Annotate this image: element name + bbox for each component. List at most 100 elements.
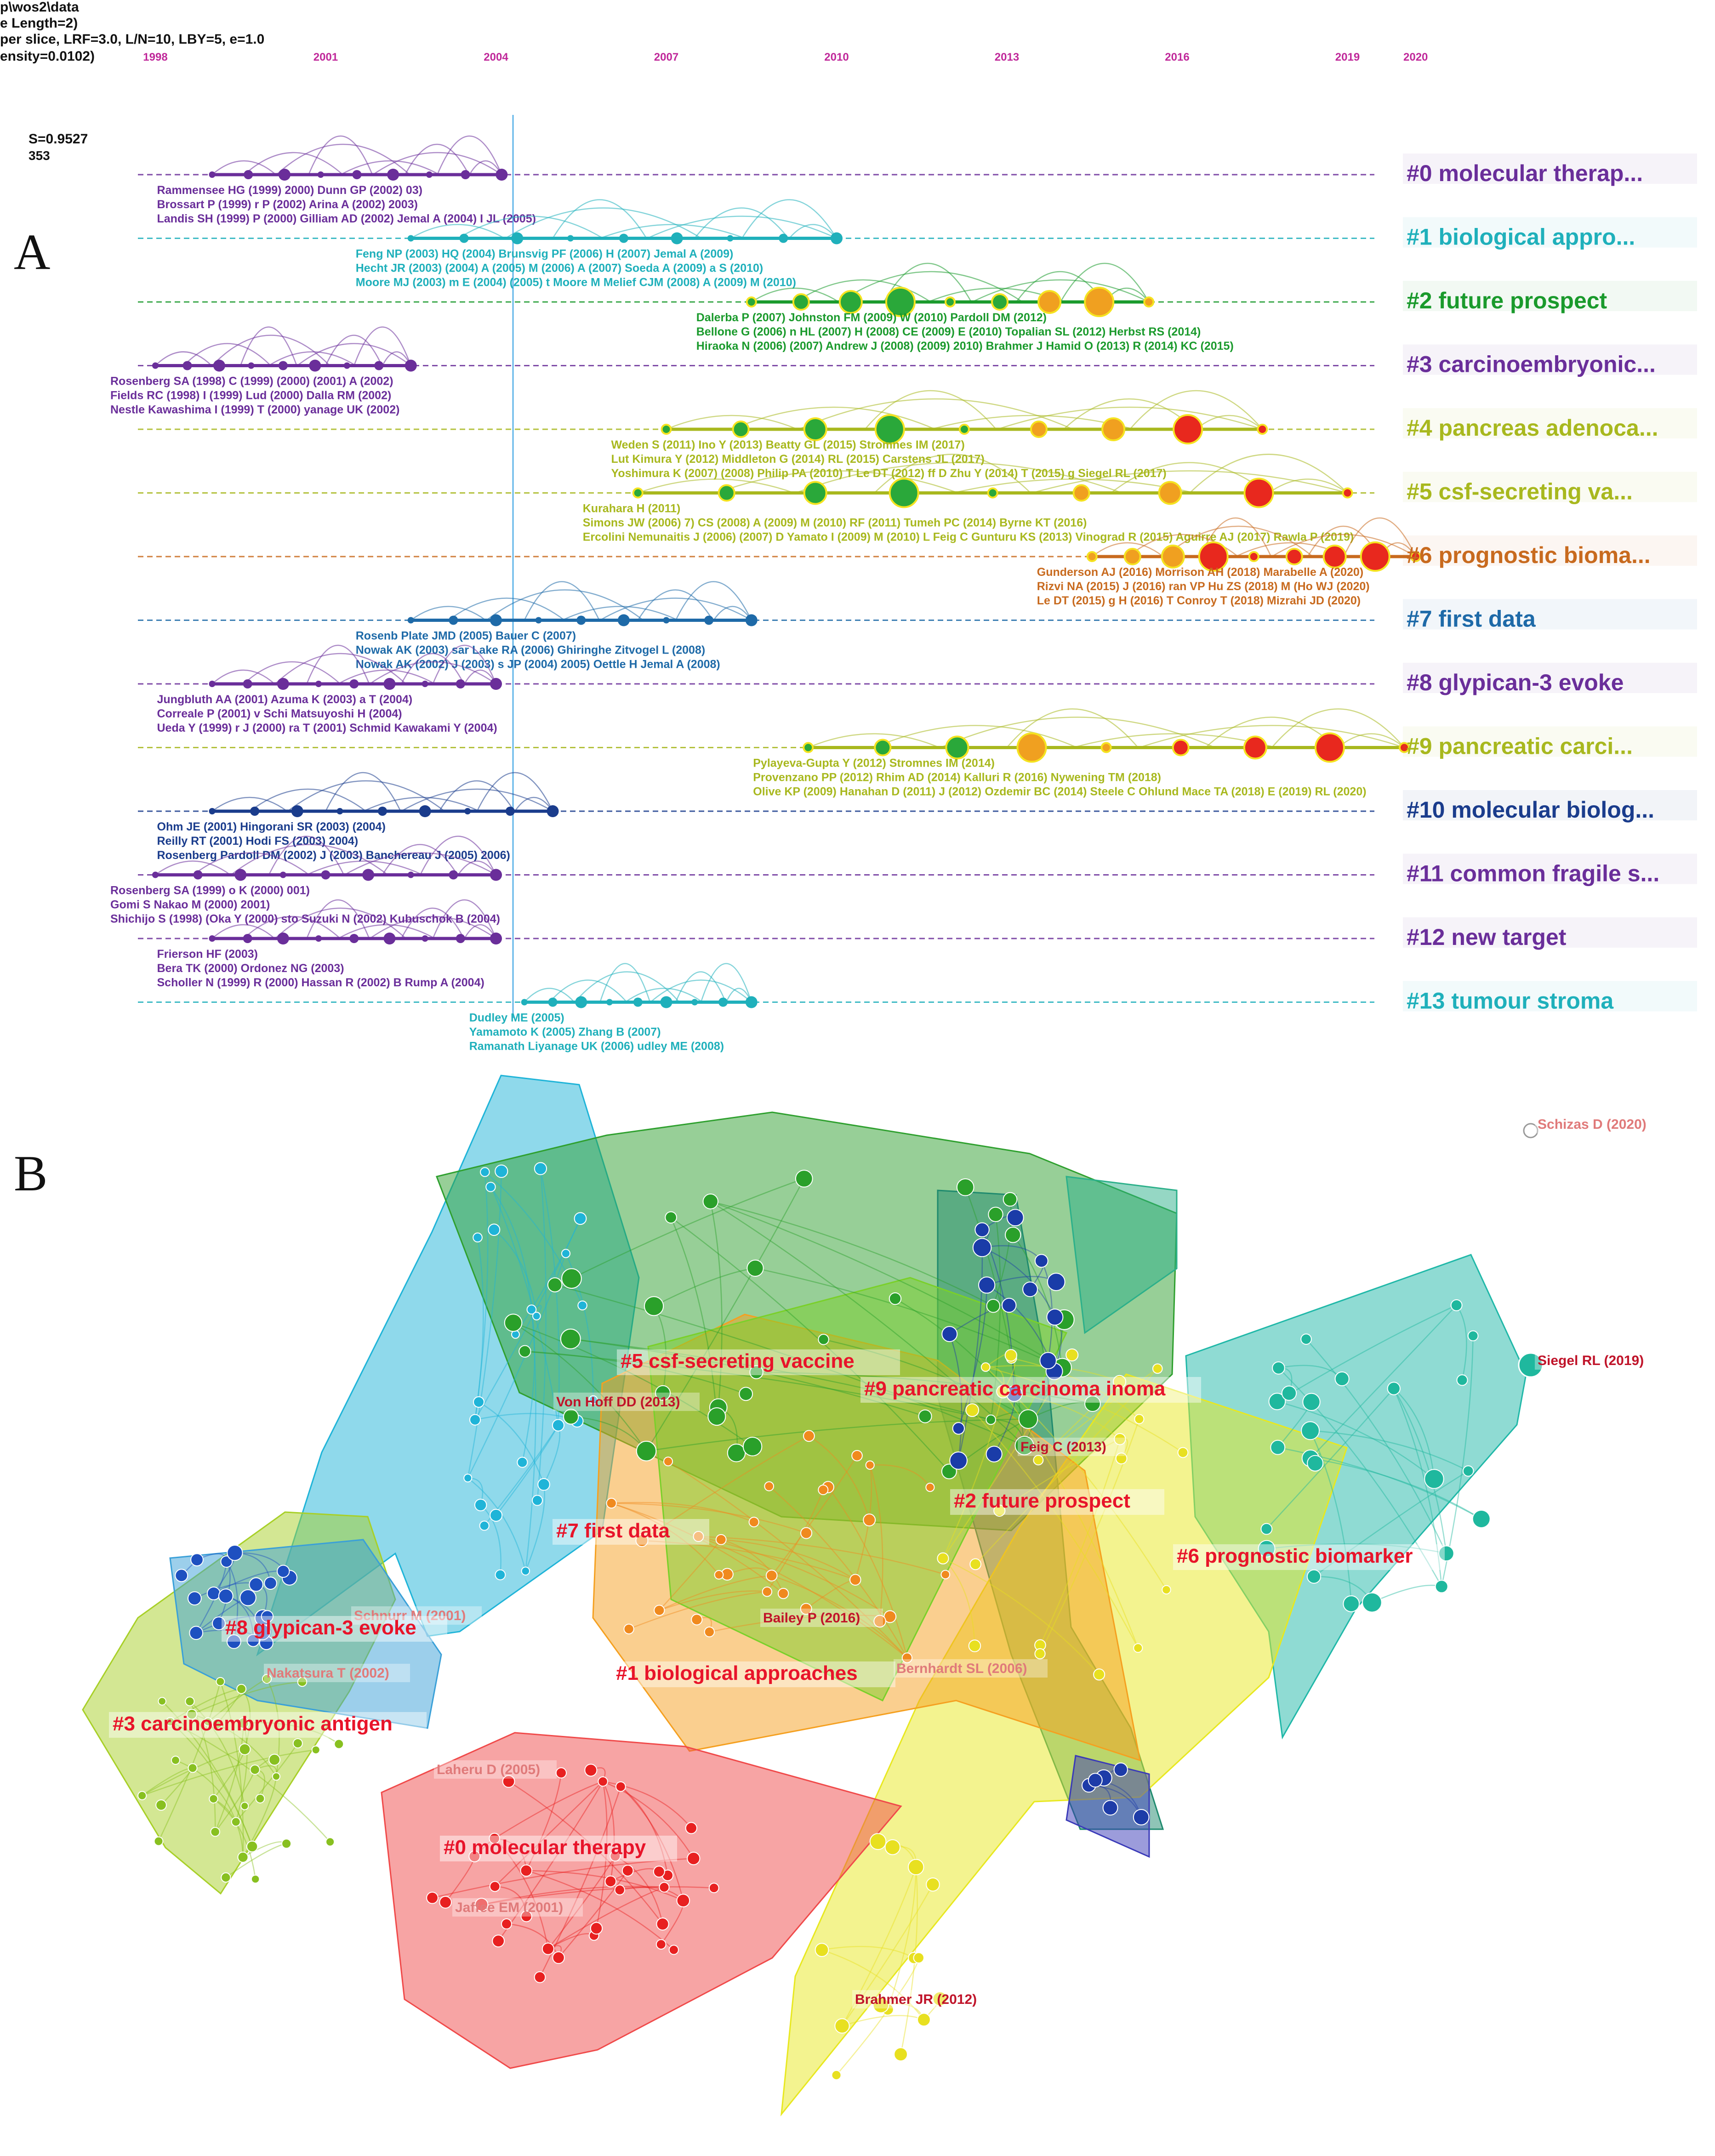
timeline-citation-label: Hecht JR (2003) (2004) A (2005) M (2006)… [356,262,763,275]
network-citation-label: Jaffee EM (2001) [455,1900,563,1915]
network-node [325,1837,335,1847]
network-cluster-label: #5 csf-secreting vaccine [621,1350,855,1372]
network-node [702,1193,718,1210]
citation-arc [599,224,745,239]
network-node [469,1414,481,1426]
network-edge [1277,1401,1435,1479]
citation-arc [183,343,271,366]
timeline-node [1173,414,1203,444]
timeline-citation-label: Dudley ME (2005) [469,1012,564,1024]
cluster-label: #13 tumour stroma [1407,988,1614,1014]
cluster-row: #7 first data Rosenb Plate JMD (2005) Bau… [138,581,1697,671]
cluster-label-background [1403,408,1697,438]
network-node [765,1570,778,1581]
network-node [577,1300,587,1311]
network-node [1162,1585,1171,1595]
network-node [598,1776,608,1787]
network-edge [1305,1338,1447,1554]
cluster-label-background [1403,790,1697,820]
network-edge [1278,1367,1442,1587]
network-edge [710,1201,1025,1446]
timeline-node [490,869,502,881]
network-edge [508,1781,663,1925]
timeline-node [422,681,428,687]
network-edge [628,1591,767,1630]
network-edge [525,1309,536,1571]
cluster-label-background [222,1616,447,1642]
timeline-node [663,617,670,624]
network-node [604,1875,617,1888]
citation-arc [1129,390,1263,430]
cluster-label: #9 pancreatic carci... [1407,734,1633,759]
network-edge [611,1502,807,1534]
timeline-citation-label: Jungbluth AA (2001) Azuma K (2003) a T (… [157,693,413,706]
network-edge [213,1798,256,1879]
timeline-citation-label: Ercolini Nemunaitis J (2006) (2007) D Ya… [583,531,1354,544]
timeline-node [661,424,672,435]
citation-arc [789,224,837,239]
cluster-hulls [82,1075,1527,2116]
network-edge [1039,1439,1121,1646]
timeline-node [505,807,515,816]
network-node [1435,1580,1448,1593]
citation-arc [972,279,1149,303]
network-edge [698,1536,908,1659]
citation-arc [1196,415,1263,430]
network-node [941,1463,957,1479]
network-node [473,1396,485,1408]
timeline-node [315,681,322,687]
timeline-node [422,935,428,942]
network-edge [467,1477,526,1571]
cluster-label-background [1403,599,1697,630]
citation-arc [874,454,1031,494]
network-edge [698,1536,890,1617]
network-node [764,1481,775,1491]
cluster-row: #11 common fragile s... Rosenberg SA (199… [110,836,1697,926]
timeline-node [958,424,970,435]
network-edge [620,1786,668,1876]
network-edge [870,1464,931,1488]
network-edge [1393,1388,1435,1479]
network-node [552,1951,565,1964]
timeline-citation-label: Ohm JE (2001) Hingorani SR (2003) (2004) [157,820,386,833]
network-node [1001,1297,1017,1313]
network-node [561,1268,582,1289]
network-edge [611,1502,719,1576]
timeline-node [1016,732,1047,763]
cluster-label: #4 pancreas adenoca... [1407,415,1658,441]
cluster-label-background [1403,981,1697,1012]
timeline-node [456,934,465,943]
network-edge [642,1540,856,1581]
network-edge [498,1781,604,1941]
citation-arc [647,216,837,239]
network-edge [823,1339,1029,1420]
network-node [188,1763,198,1773]
citation-arc [243,916,341,939]
network-edge [1266,1543,1447,1554]
network-node [727,1443,746,1462]
timeline-node [1248,551,1259,562]
network-node [1004,1349,1017,1362]
network-edge [710,1201,723,1408]
network-cluster-label: #7 first data [556,1519,670,1542]
network-node [534,1971,546,1983]
citation-arc [363,796,480,812]
network-node [1093,1668,1105,1681]
network-node [175,1569,188,1582]
network-node [965,1403,980,1417]
network-node [708,1883,719,1894]
network-node [986,1299,1001,1313]
citation-arc [268,836,345,876]
network-node [426,1891,439,1904]
network-node [1258,1540,1276,1558]
network-edge [478,1401,545,1485]
timeline-node [456,679,465,688]
network-node [520,1864,533,1877]
network-edge [887,1867,917,2010]
citation-arc [808,733,940,748]
network-node [687,1851,701,1866]
cluster-label: #1 biological appro... [1407,224,1635,250]
network-node [236,1684,247,1694]
cluster-row: #9 pancreatic carci... Pylayeva-Gupta Y (… [138,708,1697,798]
timeline-node [405,359,417,372]
